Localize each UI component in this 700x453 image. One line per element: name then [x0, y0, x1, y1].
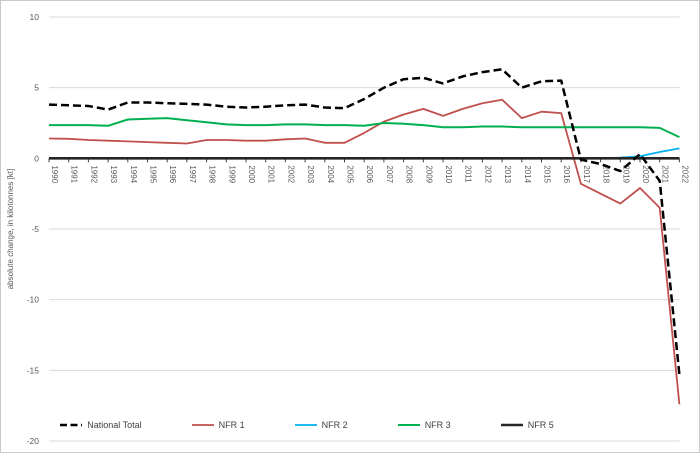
- chart-legend: National Total NFR 1 NFR 2 NFR 3 NFR 5: [1, 414, 699, 436]
- x-tick-label: 1995: [149, 165, 158, 183]
- series-line-national-total: [48, 68, 681, 375]
- legend-label-nfr-1: NFR 1: [218, 420, 245, 430]
- legend-item-nfr-1: NFR 1: [191, 420, 245, 430]
- legend-swatch-nfr-1: [191, 424, 214, 426]
- x-tick-label: 2021: [661, 165, 670, 183]
- series-line-nfr-1: [48, 98, 681, 405]
- x-tick-label: 1996: [168, 165, 177, 183]
- x-tick-label: 2000: [247, 165, 256, 183]
- legend-item-nfr-3: NFR 3: [397, 420, 451, 430]
- y-tick-label: 5: [34, 83, 39, 93]
- x-tick-label: 1992: [89, 165, 98, 183]
- x-tick-label: 2005: [346, 165, 355, 183]
- x-tick-label: 1999: [227, 165, 236, 183]
- y-tick-label: -5: [31, 224, 39, 234]
- x-tick-label: 2011: [464, 165, 473, 183]
- x-tick-label: 2013: [503, 165, 512, 183]
- x-tick-label: 2001: [267, 165, 276, 183]
- legend-label-nfr-2: NFR 2: [321, 420, 348, 430]
- x-tick-label: 2017: [582, 165, 591, 183]
- x-tick-label: 1994: [129, 165, 138, 183]
- legend-swatch-nfr-2: [294, 424, 317, 426]
- x-tick-label: 2016: [562, 165, 571, 183]
- legend-swatch-nfr-3: [397, 424, 420, 426]
- legend-label-nfr-5: NFR 5: [527, 420, 554, 430]
- x-tick-label: 2020: [641, 165, 650, 183]
- y-axis-title: absolute change, in kilotonnes [kt]: [6, 169, 15, 290]
- x-tick-label: 2006: [365, 165, 374, 183]
- x-tick-label: 2018: [602, 165, 611, 183]
- x-tick-label: 2019: [621, 165, 630, 183]
- legend-label-nfr-3: NFR 3: [424, 420, 451, 430]
- legend-item-national-total: National Total: [60, 420, 142, 430]
- x-tick-label: 2009: [424, 165, 433, 183]
- y-tick-label: -10: [27, 295, 40, 305]
- x-tick-label: 2022: [680, 165, 689, 183]
- x-tick-label: 2007: [385, 165, 394, 183]
- x-tick-label: 1993: [109, 165, 118, 183]
- x-tick-label: 2012: [483, 165, 492, 183]
- x-tick-label: 1997: [188, 165, 197, 183]
- x-tick-label: 2004: [326, 165, 335, 183]
- x-tick-label: 1998: [208, 165, 217, 183]
- y-tick-label: 10: [30, 12, 40, 22]
- y-tick-label: -20: [27, 436, 40, 446]
- x-tick-label: 2003: [306, 165, 315, 183]
- y-tick-label: 0: [34, 153, 39, 163]
- legend-label-national-total: National Total: [87, 420, 142, 430]
- series-line-nfr-2: [49, 147, 680, 160]
- x-tick-label: 2010: [444, 165, 453, 183]
- x-tick-label: 2015: [543, 165, 552, 183]
- legend-swatch-national-total: [60, 423, 83, 427]
- legend-swatch-nfr-5: [500, 423, 523, 427]
- x-tick-label: 1991: [70, 165, 79, 183]
- x-tick-label: 2014: [523, 165, 532, 183]
- legend-item-nfr-5: NFR 5: [500, 420, 554, 430]
- x-tick-label: 1990: [50, 165, 59, 183]
- series-line-nfr-3: [49, 117, 680, 139]
- legend-item-nfr-2: NFR 2: [294, 420, 348, 430]
- y-tick-label: -15: [27, 365, 40, 375]
- x-tick-label: 2002: [286, 165, 295, 183]
- x-tick-label: 2008: [405, 165, 414, 183]
